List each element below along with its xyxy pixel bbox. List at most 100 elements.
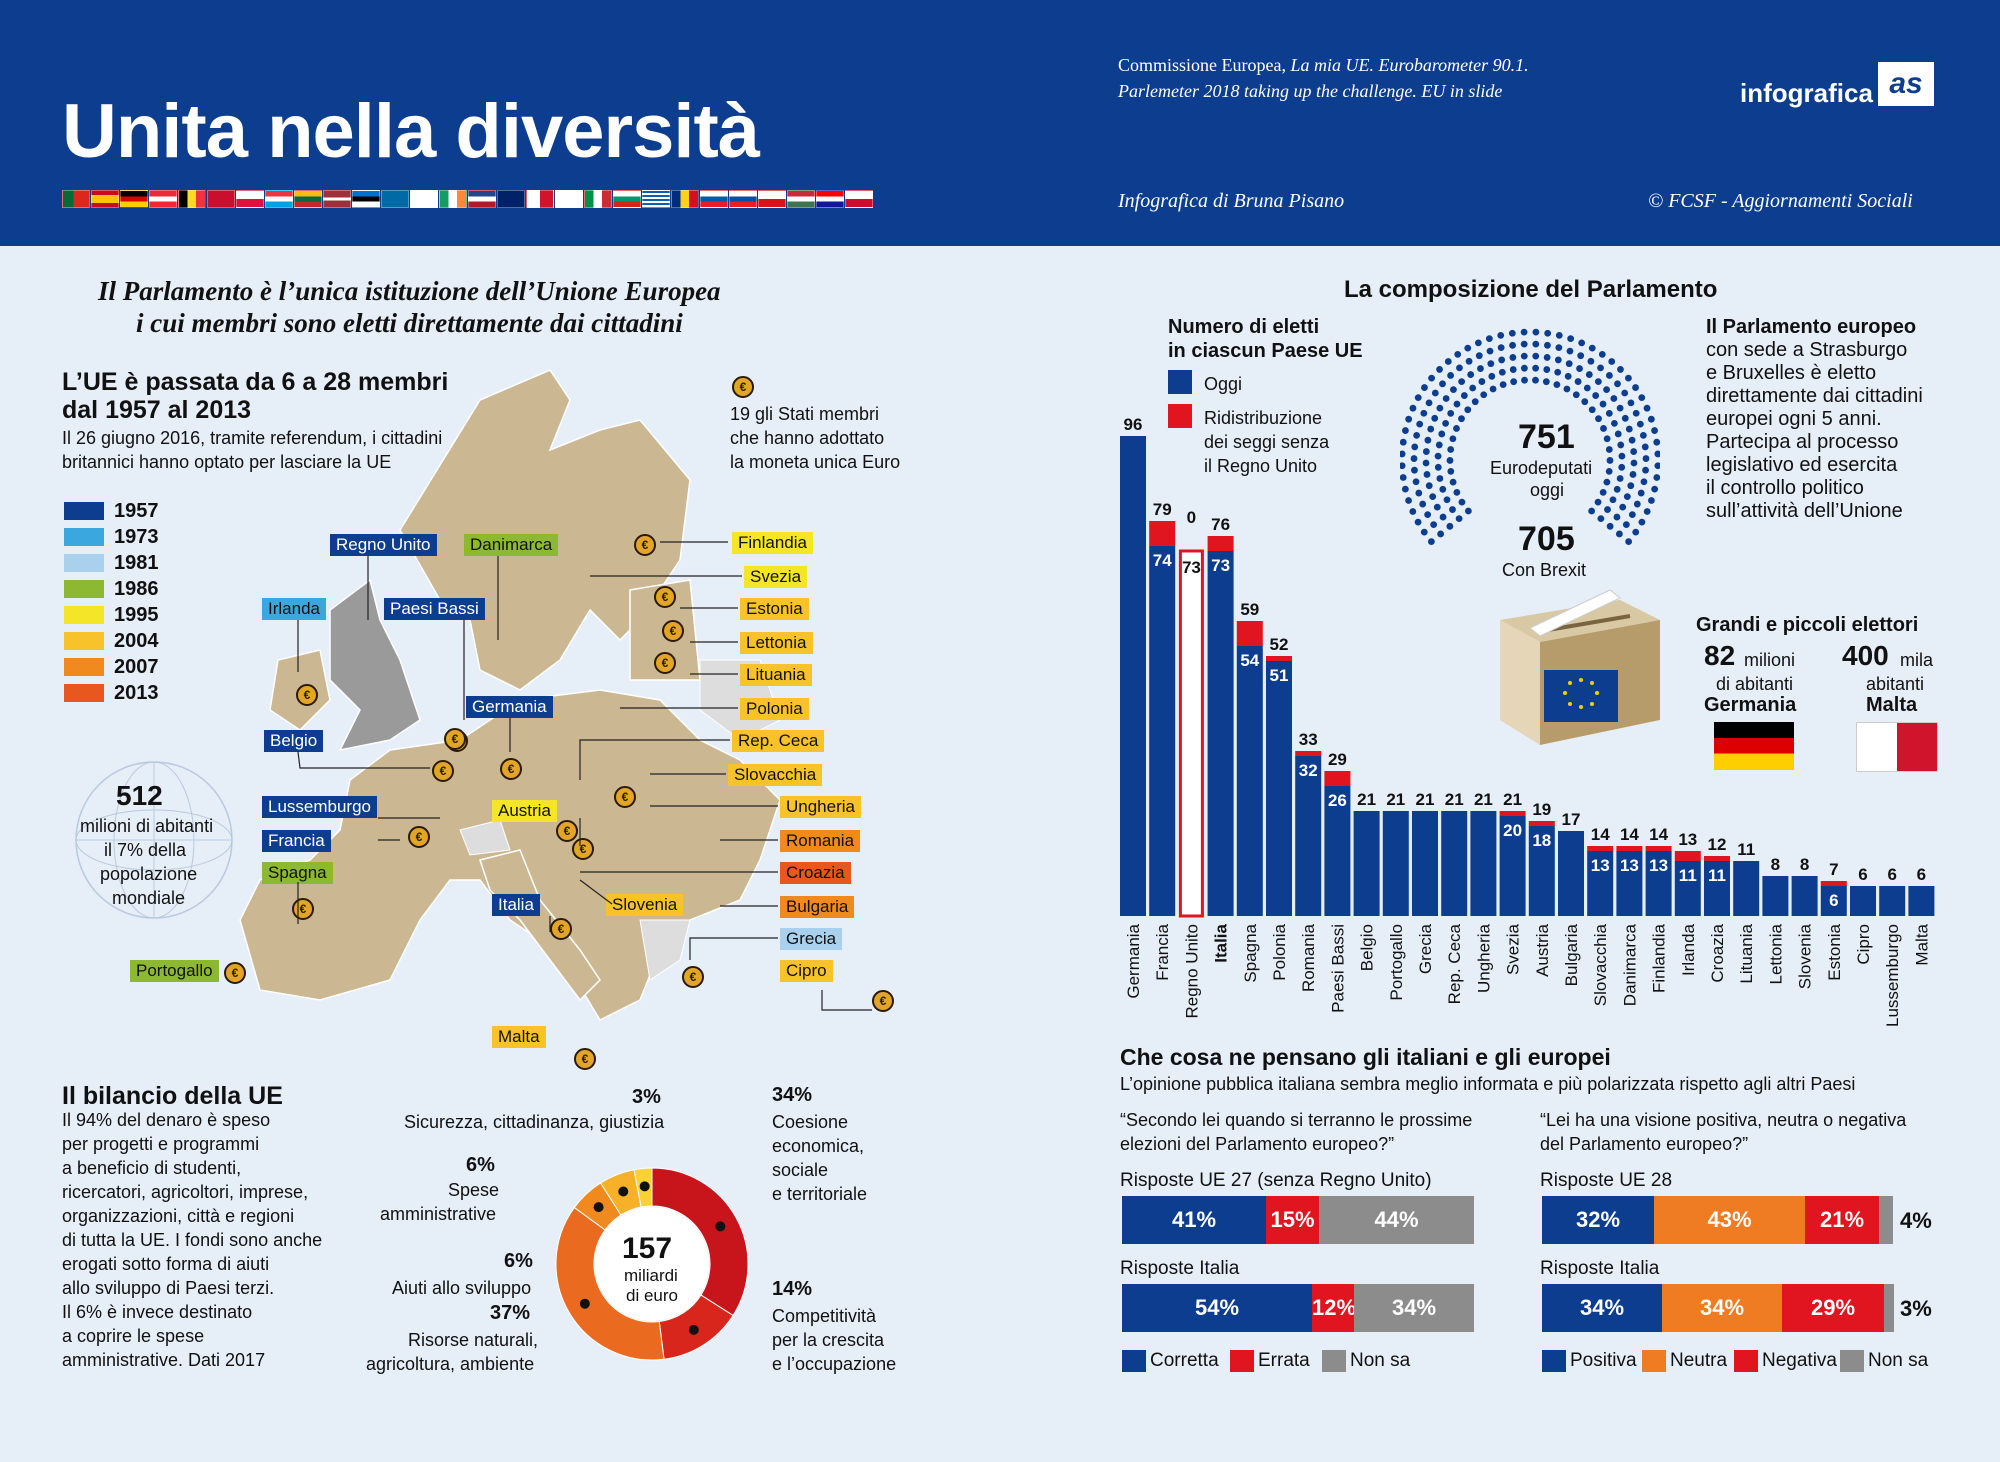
hemicycle-seat — [1447, 467, 1455, 475]
budget-aiuti-label: Aiuti allo sviluppo — [392, 1278, 532, 1298]
label-paesi-bassi: Paesi Bassi — [384, 598, 485, 620]
hemicycle-text-1: Eurodeputati — [1490, 458, 1593, 478]
hemicycle-seat — [1613, 513, 1621, 521]
flag-belgium-icon — [178, 190, 206, 208]
flag-germany-icon — [120, 190, 148, 208]
flag-uk-icon — [497, 190, 525, 208]
hemicycle-seat — [1576, 365, 1583, 372]
seats-bar-today — [1879, 886, 1906, 916]
hemicycle-seat — [1425, 399, 1433, 407]
hemicycle-seat — [1443, 496, 1451, 504]
hemicycle-seat — [1621, 389, 1629, 397]
q2-it-segment-neutral: 34% — [1662, 1284, 1782, 1332]
parl-text-line: legislativo ed esercita — [1706, 454, 1898, 476]
euro-note-2: che hanno adottato — [730, 428, 885, 448]
seats-bar-redistribution — [1704, 856, 1730, 861]
parl-text-line: sull’attività dell’Unione — [1706, 500, 1903, 522]
hemicycle-seat — [1616, 404, 1624, 412]
seats-value-redistributed: 19 — [1532, 800, 1551, 819]
hemicycle-seat — [1402, 427, 1409, 434]
flag-latvia-icon — [323, 190, 351, 208]
budget-compet-1: Competitività — [772, 1306, 877, 1326]
budget-risorse-2: agricoltura, ambiente — [366, 1354, 535, 1374]
hemicycle-seat — [1420, 528, 1428, 536]
legend-redis-swatch — [1168, 404, 1192, 428]
budget-title: Il bilancio della UE — [62, 1082, 283, 1110]
hemicycle-seat — [1606, 372, 1613, 379]
hemicycle-seat — [1603, 435, 1611, 443]
hemicycle-seat — [1509, 354, 1517, 361]
hemicycle-seat — [1544, 329, 1552, 337]
seats-value-redistributed: 11 — [1737, 840, 1755, 859]
label-slovacchia: Slovacchia — [728, 764, 823, 786]
author-credit: Infografica di Bruna Pisano — [1118, 190, 1345, 212]
seats-category-label: Lussemburgo — [1883, 924, 1902, 1027]
seats-value-today: 18 — [1532, 831, 1551, 850]
hemicycle-seat — [1434, 463, 1442, 471]
hemicycle-seat — [1543, 366, 1551, 373]
hemicycle-seat — [1594, 378, 1602, 386]
q2-it-segment-dontknow — [1884, 1284, 1894, 1332]
population-text-3: popolazione — [100, 864, 198, 884]
flag-bulgaria-icon — [613, 190, 641, 208]
hemicycle-seat — [1627, 399, 1635, 407]
seats-category-label: Bulgaria — [1562, 923, 1581, 986]
q1-eu-label: Risposte UE 27 (senza Regno Unito) — [1120, 1170, 1432, 1191]
source-line-2: Parlemeter 2018 taking up the challenge.… — [1118, 81, 1503, 101]
germany-unit: milioni — [1744, 650, 1796, 670]
label-regno-unito: Regno Unito — [330, 534, 437, 556]
hemicycle-seat — [1423, 471, 1431, 478]
budget-coesione-4: e territoriale — [772, 1184, 868, 1204]
hemicycle-seat — [1594, 498, 1602, 506]
hemicycle-chart — [1400, 328, 1660, 545]
seats-bar-redistribution — [1674, 851, 1701, 861]
seats-value-redistributed: 8 — [1771, 855, 1780, 874]
logo-mark: as — [1878, 62, 1934, 106]
q1-it-segment-dontknow: 34% — [1354, 1284, 1474, 1332]
hemicycle-seat — [1434, 452, 1442, 460]
q2-eu-segment-positive: 32% — [1542, 1196, 1654, 1244]
euro-note-3: la moneta unica Euro — [730, 452, 901, 472]
seats-category-label: Germania — [1124, 923, 1143, 998]
hemicycle-seat — [1555, 331, 1563, 339]
hemicycle-seat — [1567, 335, 1575, 343]
hemicycle-seat — [1455, 515, 1463, 523]
flag-malta-icon — [1856, 722, 1938, 772]
seats-bar-uk — [1178, 549, 1204, 918]
hemicycle-seat — [1439, 380, 1446, 388]
budget-coesione-1: Coesione — [772, 1112, 849, 1132]
flag-luxembourg-icon — [265, 190, 293, 208]
q2-legend-swatch-positive — [1542, 1350, 1566, 1372]
label-italia: Italia — [492, 894, 540, 916]
budget-spese-pct: 6% — [466, 1154, 495, 1176]
legend-redis-1: Ridistribuzione — [1204, 408, 1323, 428]
hemicycle-seat — [1532, 352, 1540, 360]
hemicycle-seat — [1599, 400, 1607, 408]
hemicycle-seat — [1409, 508, 1417, 515]
label-germania: Germania — [466, 696, 553, 718]
seats-category-label: Portogallo — [1387, 924, 1406, 1001]
hemicycle-seat — [1653, 438, 1660, 446]
seats-category-label: Estonia — [1825, 923, 1844, 980]
euro-coin-icon: € — [292, 898, 314, 920]
hemicycle-seat — [1610, 395, 1618, 402]
seats-category-label: Austria — [1533, 923, 1552, 976]
seats-bar-today — [1324, 786, 1351, 916]
logo-text: infografica — [1740, 78, 1873, 108]
flag-estonia-icon — [352, 190, 380, 208]
budget-text-line: allo sviluppo di Paesi terzi. — [62, 1278, 275, 1298]
hemicycle-seat — [1608, 358, 1616, 365]
seats-value-redistributed: 59 — [1240, 600, 1259, 619]
hemicycle-seat — [1643, 404, 1651, 412]
hemicycle-seat — [1509, 366, 1517, 373]
seats-value-today: 11 — [1679, 866, 1697, 885]
hemicycle-seat — [1605, 446, 1613, 453]
legend-redis-3: il Regno Unito — [1204, 456, 1318, 476]
hemicycle-seat — [1488, 372, 1496, 380]
hemicycle-seat — [1532, 340, 1540, 348]
hemicycle-seat — [1439, 513, 1447, 521]
label-rep-ceca: Rep. Ceca — [732, 730, 825, 752]
flag-extra-icon — [845, 190, 873, 208]
seats-category-label: Rep. Ceca — [1445, 923, 1464, 1004]
hemicycle-seat — [1647, 415, 1655, 423]
